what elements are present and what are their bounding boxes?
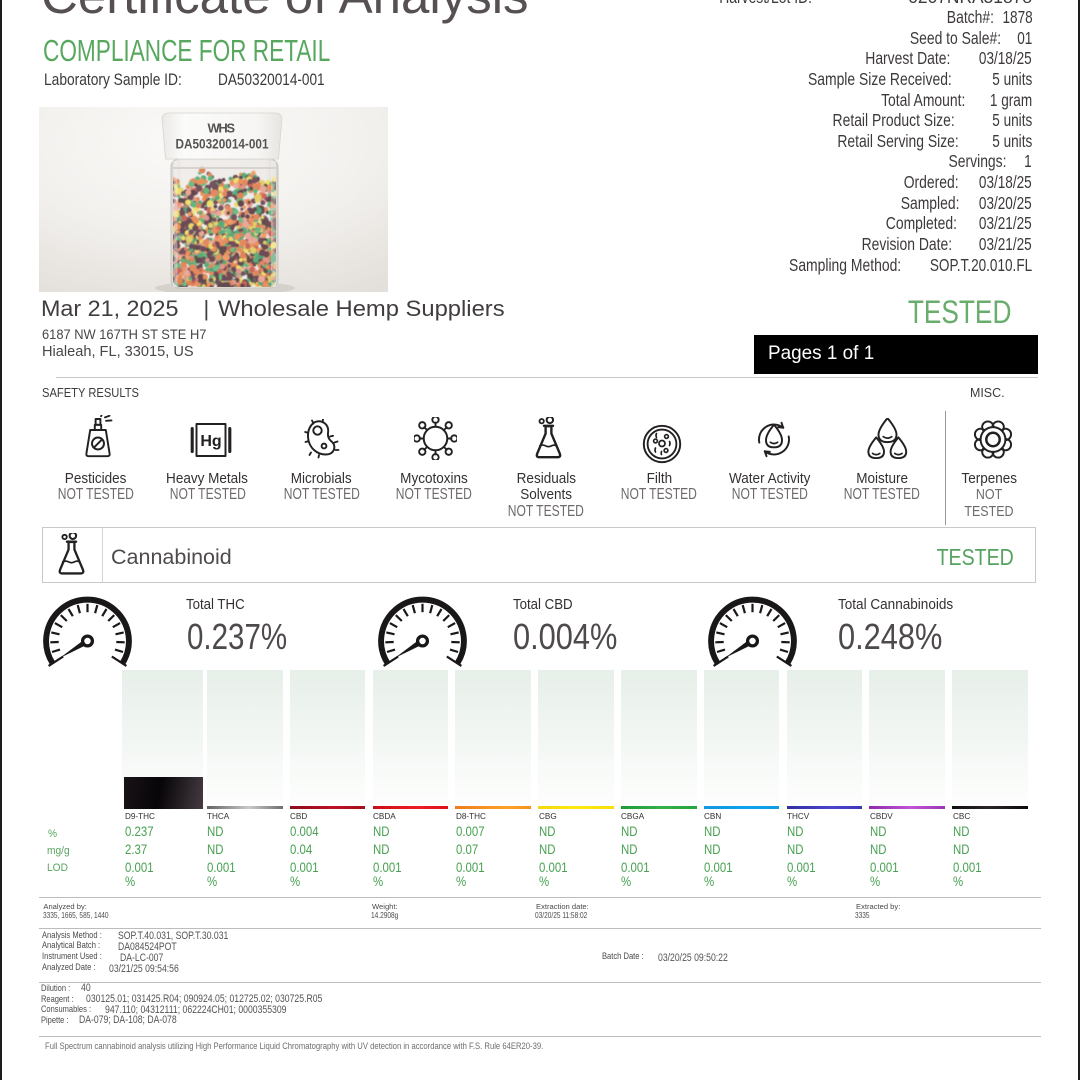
svg-text:DA50320014-001: DA50320014-001 [176,137,269,152]
svg-text:Hg: Hg [200,433,221,450]
svg-text:WHS: WHS [208,121,237,136]
